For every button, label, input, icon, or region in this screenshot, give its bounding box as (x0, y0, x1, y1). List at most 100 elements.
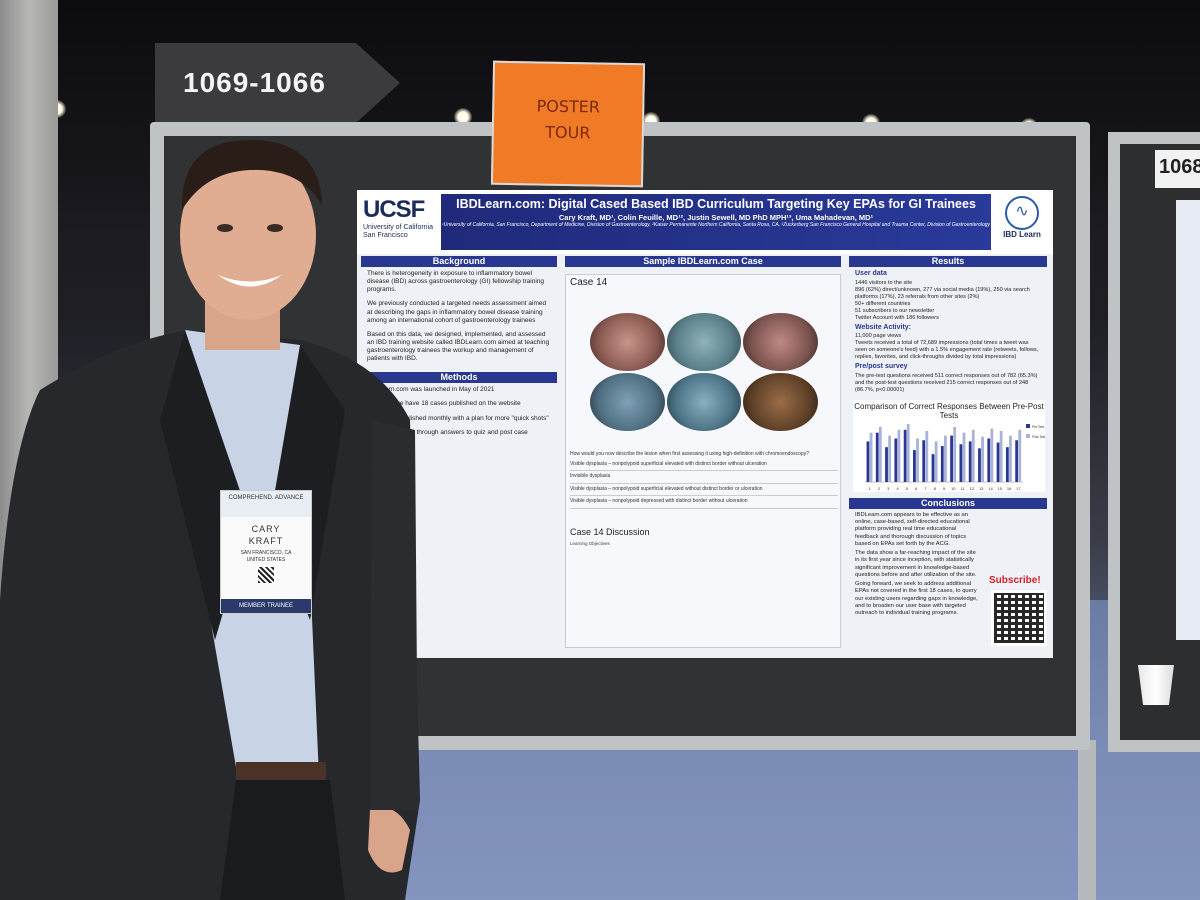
badge-name: CARY KRAFT (221, 523, 311, 547)
neighbor-poster (1176, 200, 1200, 640)
chart-bar (953, 426, 957, 482)
chart-bar (968, 441, 972, 482)
conclusions-text: IBDLearn.com appears to be effective as … (849, 509, 987, 622)
user-data-item: 896 (62%) direct/unknown, 277 via social… (855, 286, 1030, 300)
case-option: Visible dysplasia – nonpolypoid superfic… (570, 459, 838, 471)
case-column: Sample IBDLearn.com Case (565, 256, 841, 267)
user-data-heading: User data (855, 270, 887, 277)
user-data-item: 51 subscribers to our newsletter (855, 307, 935, 314)
chart-bar (897, 429, 901, 482)
badge-location: SAN FRANCISCO, CA UNITED STATES (221, 550, 311, 563)
chart-bar (987, 438, 991, 482)
website-activity-item: 11,000 page views (855, 333, 902, 340)
ucsf-logo-name: University of California San Francisco (363, 224, 434, 240)
chart-x-tick-label: 12 (970, 486, 975, 491)
background-paragraph: Based on this data, we designed, impleme… (367, 330, 550, 363)
website-activity-item: Tweets received a total of 72,689 impres… (855, 340, 1039, 361)
endoscopy-image-grid (590, 313, 818, 431)
endoscopy-image (666, 373, 742, 431)
chart-bar (971, 429, 975, 482)
chart-bar (944, 435, 947, 482)
chart-bar (959, 444, 963, 482)
paper-cup (1138, 665, 1174, 705)
badge-role: MEMBER TRAINEE (221, 599, 311, 613)
chart-x-tick-label: 9 (943, 486, 946, 491)
endoscopy-image (743, 313, 818, 371)
ucsf-logo: UCSF University of California San Franci… (363, 196, 439, 241)
background-paragraph: There is heterogeneity in exposure to in… (367, 270, 545, 294)
research-poster: UCSF University of California San Franci… (357, 190, 1053, 658)
chart-x-tick-label: 6 (915, 486, 918, 491)
chart-bar (996, 442, 1000, 482)
chart-legend-swatch (1026, 424, 1030, 428)
poster-title-band: IBDLearn.com: Digital Cased Based IBD Cu… (441, 194, 991, 250)
background-column: Background There is heterogeneity in exp… (361, 256, 557, 454)
badge-country: UNITED STATES (246, 556, 286, 563)
pillar (0, 0, 58, 640)
website-activity-heading: Website Activity: (855, 323, 912, 331)
case-discussion-heading: Case 14 Discussion (570, 527, 650, 537)
chart-bar (1018, 429, 1022, 482)
chart-x-tick-label: 13 (979, 486, 984, 491)
chart-bar (962, 432, 966, 482)
aisle-sign: 1069-1066 (155, 43, 400, 123)
methods-paragraph: Instant feedback through answers to quiz… (367, 428, 528, 444)
poster-authors: Cary Kraft, MD¹, Colin Feuille, MD¹², Ju… (558, 213, 874, 223)
user-data-item: Twitter Account with 186 followers (855, 314, 939, 321)
results-text: User data 1446 visitors to the site 896 … (849, 267, 1047, 397)
chart-bar (940, 446, 944, 482)
ibd-learn-logo-label: IBD Learn (1003, 230, 1041, 239)
poster-title: IBDLearn.com: Digital Cased Based IBD Cu… (456, 197, 976, 211)
chart-bar (878, 426, 882, 482)
chart-bar (950, 435, 953, 482)
case-panel: Case 14 How would you now describe the l… (565, 274, 841, 648)
chart-legend-label: Post-Test Correct (1032, 435, 1045, 439)
chart-x-tick-label: 4 (896, 486, 899, 491)
chart-x-tick-label: 7 (924, 486, 927, 491)
conclusions-paragraph: The data show a far-reaching impact of t… (855, 550, 977, 578)
chart-x-tick-label: 15 (998, 486, 1003, 491)
methods-heading: Methods (361, 372, 557, 384)
endoscopy-image (743, 373, 818, 431)
survey-heading: Pre/post survey (855, 363, 908, 371)
survey-item: The pre-test questions received 511 corr… (855, 373, 1038, 394)
neighbor-board-label: 1068 (1155, 150, 1200, 188)
chart-bar (978, 448, 981, 482)
poster-tour-sign: POSTER TOUR (490, 60, 646, 188)
chart-bar (925, 430, 929, 482)
results-column: Results User data 1446 visitors to the s… (849, 256, 1047, 397)
chart-bar (869, 432, 873, 482)
poster-affiliations: ¹University of California, San Francisco… (441, 222, 991, 229)
chart-bar (1015, 440, 1019, 482)
chart-bar (1005, 447, 1009, 482)
chart-bar (888, 435, 892, 482)
badge-last-name: KRAFT (248, 536, 284, 547)
case-option: Visible dysplasia – nonpolypoid depresse… (570, 496, 838, 509)
chart-bar (1009, 435, 1012, 482)
chart-bar (903, 429, 907, 482)
results-heading: Results (849, 256, 1047, 267)
background-paragraph: We previously conducted a targeted needs… (367, 300, 547, 324)
board-pole (1078, 740, 1096, 900)
methods-paragraph: Cases are published monthly with a plan … (367, 414, 549, 422)
chart-bar (990, 428, 994, 482)
chart-x-tick-label: 5 (906, 486, 909, 491)
subscribe-label: Subscribe! (989, 575, 1041, 586)
ucsf-logo-mark: UCSF (363, 196, 425, 223)
chart-bar (866, 441, 870, 482)
case-title: Case 14 (570, 277, 608, 288)
methods-paragraph: IBDLearn.com was launched in May of 2021 (367, 386, 495, 394)
badge-city: SAN FRANCISCO, CA (240, 550, 292, 557)
conclusions-column: Conclusions IBDLearn.com appears to be e… (849, 498, 1047, 622)
background-heading: Background (361, 256, 557, 267)
case-heading: Sample IBDLearn.com Case (565, 256, 841, 267)
tour-sign-line2: TOUR (545, 122, 591, 142)
badge-brand: COMPREHEND. ADVANCE (221, 491, 311, 517)
chart-bar (894, 438, 898, 482)
chart-x-tick-label: 14 (988, 486, 993, 491)
poster-header: UCSF University of California San Franci… (357, 190, 1053, 254)
chart-bar (906, 424, 910, 482)
chart-bar (934, 441, 938, 482)
case-option: Invisible dysplasia (570, 471, 838, 484)
chart-x-tick-label: 3 (887, 486, 890, 491)
